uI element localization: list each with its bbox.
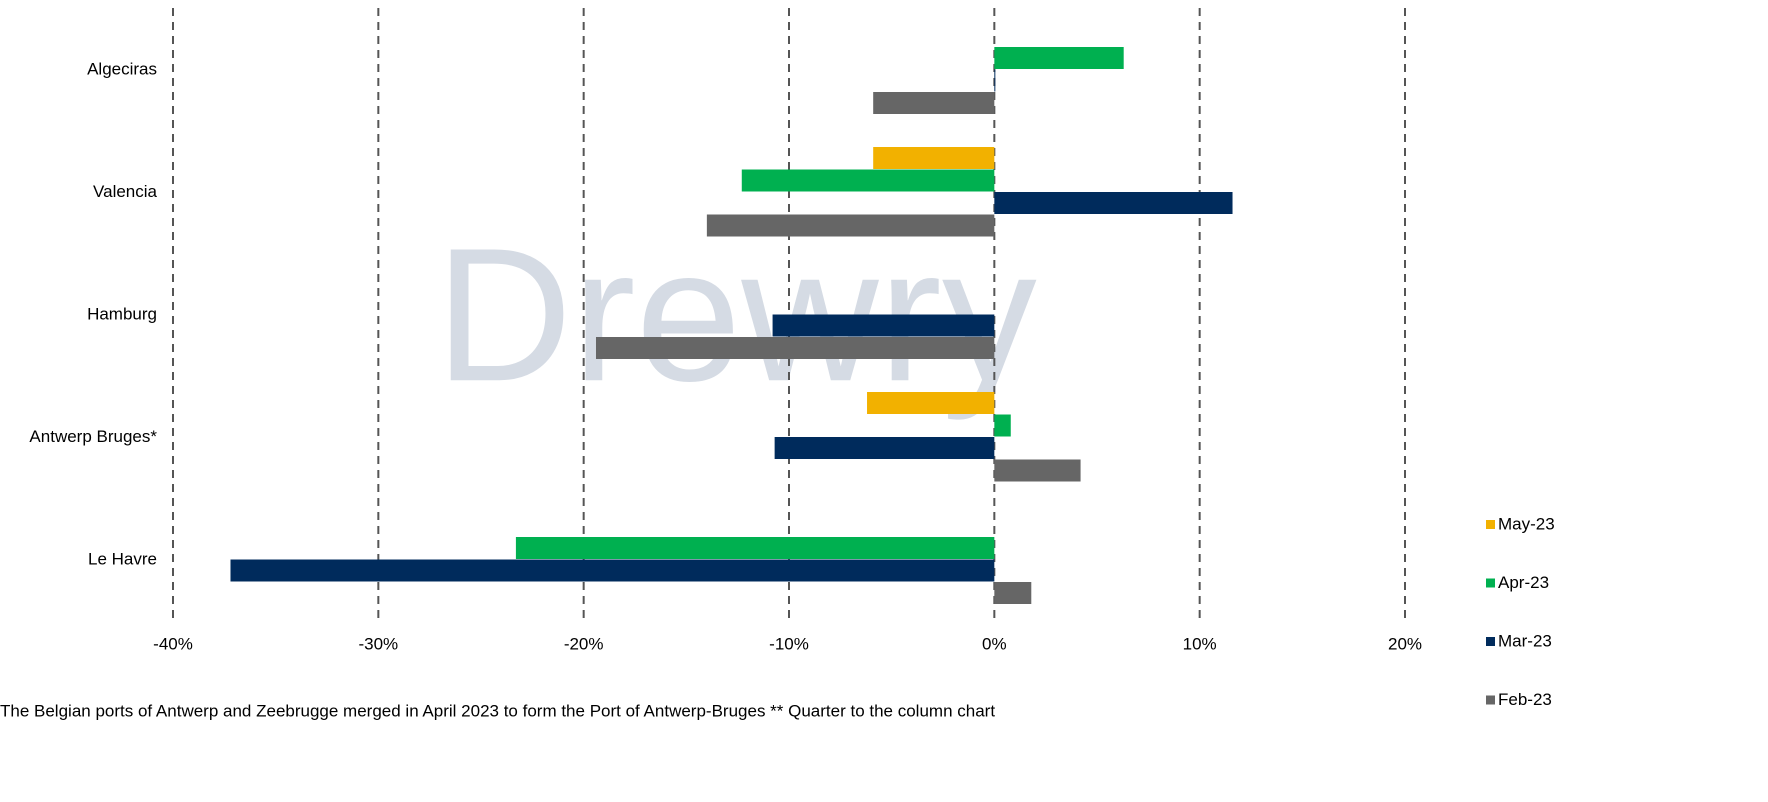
x-tick-label: -40% <box>153 634 193 653</box>
legend-swatch <box>1486 578 1495 588</box>
footnote: The Belgian ports of Antwerp and Zeebrug… <box>0 701 995 720</box>
bar <box>230 559 995 582</box>
x-tick-label: -20% <box>564 634 604 653</box>
x-tick-label: -10% <box>769 634 809 653</box>
category-label: Antwerp Bruges* <box>29 427 157 446</box>
legend-swatch <box>1486 695 1495 705</box>
legend-swatch <box>1486 637 1495 646</box>
legend-swatch <box>1486 520 1495 529</box>
bar <box>595 337 995 359</box>
bar <box>994 459 1081 482</box>
bar <box>515 537 995 559</box>
bar <box>994 414 1011 437</box>
bar <box>994 192 1233 214</box>
category-label: Le Havre <box>88 550 157 569</box>
bar <box>774 437 995 459</box>
category-label: Hamburg <box>87 305 157 324</box>
legend-label: Feb-23 <box>1498 690 1552 709</box>
bar <box>772 314 995 337</box>
bar <box>741 169 995 192</box>
bar <box>994 69 996 92</box>
legend-label: May-23 <box>1498 514 1555 533</box>
bar <box>994 582 1032 604</box>
bar <box>994 47 1124 69</box>
bar <box>867 392 995 414</box>
bar <box>873 147 995 169</box>
legend-label: Mar-23 <box>1498 631 1552 650</box>
x-tick-label: 10% <box>1183 634 1217 653</box>
category-label: Valencia <box>93 182 157 201</box>
x-tick-label: 20% <box>1388 634 1422 653</box>
bar <box>873 92 995 114</box>
legend-label: Apr-23 <box>1498 573 1549 592</box>
x-tick-label: -30% <box>358 634 398 653</box>
bar <box>706 214 995 237</box>
category-label: Algeciras <box>87 60 157 79</box>
x-tick-label: 0% <box>982 634 1007 653</box>
